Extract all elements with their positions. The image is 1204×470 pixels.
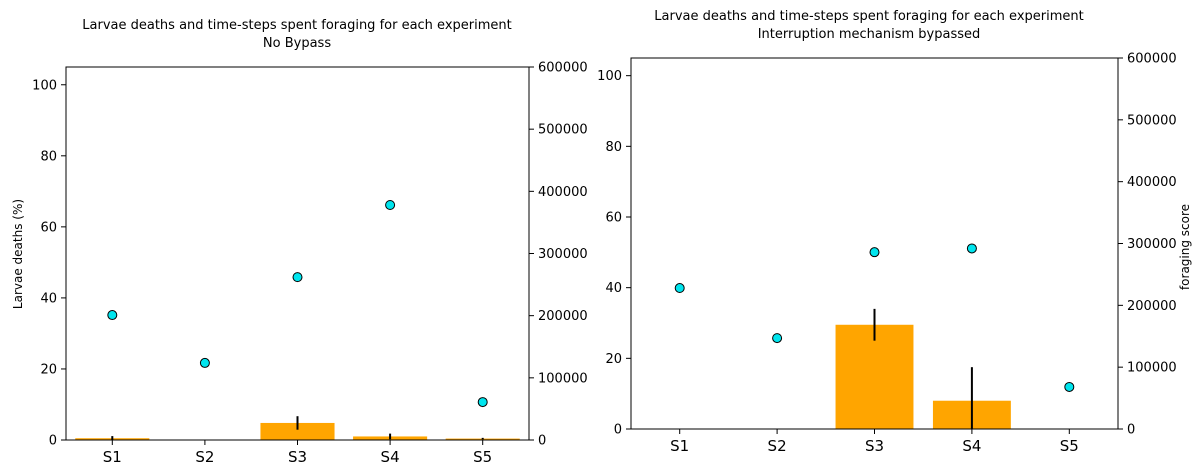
point-s1 xyxy=(107,310,118,321)
y2-tick-label: 300000 xyxy=(538,247,588,262)
point-s4 xyxy=(385,200,396,211)
x-tick-label: S2 xyxy=(195,448,214,466)
y2-tick-label: 600000 xyxy=(538,61,588,76)
y-tick-label: 100 xyxy=(32,78,57,93)
y-tick-label: 20 xyxy=(40,362,57,377)
y2-tick-label: 600000 xyxy=(1127,52,1177,67)
y-tick-label: 20 xyxy=(605,352,622,367)
y-tick-label: 40 xyxy=(605,281,622,296)
y-tick-label: 80 xyxy=(605,140,622,155)
y2-tick-label: 200000 xyxy=(538,309,588,324)
y2-tick-label: 500000 xyxy=(1127,113,1177,128)
chart-no-bypass: Larvae deaths and time-steps spent forag… xyxy=(11,18,588,466)
y2-tick-label: 300000 xyxy=(1127,237,1177,252)
point-s4 xyxy=(966,243,977,254)
y-axis-label: Larvae deaths (%) xyxy=(11,199,25,309)
point-s3 xyxy=(292,272,303,283)
x-tick-label: S5 xyxy=(1060,437,1079,455)
y2-tick-label: 400000 xyxy=(538,185,588,200)
y-tick-label: 60 xyxy=(605,211,622,226)
point-s5 xyxy=(477,397,488,408)
y2-tick-label: 400000 xyxy=(1127,175,1177,190)
y2-tick-label: 0 xyxy=(1127,423,1135,438)
x-tick-label: S1 xyxy=(670,437,689,455)
x-tick-label: S3 xyxy=(865,437,884,455)
x-tick-label: S1 xyxy=(103,448,122,466)
chart-title: Larvae deaths and time-steps spent forag… xyxy=(654,9,1083,24)
y-tick-label: 80 xyxy=(40,149,57,164)
point-s2 xyxy=(772,333,783,344)
y2-axis-label: foraging score xyxy=(1178,204,1192,290)
y2-tick-label: 200000 xyxy=(1127,299,1177,314)
x-tick-label: S3 xyxy=(288,448,307,466)
y2-tick-label: 0 xyxy=(538,434,546,449)
point-s3 xyxy=(869,247,880,258)
x-tick-label: S2 xyxy=(768,437,787,455)
y-tick-label: 40 xyxy=(40,291,57,306)
bar-s3 xyxy=(260,422,335,440)
point-s5 xyxy=(1064,381,1075,392)
point-s1 xyxy=(674,283,685,294)
bar-s3 xyxy=(835,324,914,429)
x-tick-label: S5 xyxy=(473,448,492,466)
y-tick-label: 100 xyxy=(597,69,622,84)
y2-tick-label: 100000 xyxy=(1127,361,1177,376)
y-tick-label: 0 xyxy=(614,423,622,438)
chart-subtitle: Interruption mechanism bypassed xyxy=(758,27,981,42)
x-tick-label: S4 xyxy=(962,437,981,455)
chart-title: Larvae deaths and time-steps spent forag… xyxy=(82,18,511,33)
y2-tick-label: 500000 xyxy=(538,123,588,138)
y-tick-label: 60 xyxy=(40,220,57,235)
chart-interruption-bypassed: Larvae deaths and time-steps spent forag… xyxy=(597,9,1192,455)
y2-tick-label: 100000 xyxy=(538,371,588,386)
chart-subtitle: No Bypass xyxy=(263,36,331,51)
plot-frame xyxy=(65,66,530,441)
point-s2 xyxy=(199,357,210,368)
x-tick-label: S4 xyxy=(381,448,400,466)
y-tick-label: 0 xyxy=(49,434,57,449)
